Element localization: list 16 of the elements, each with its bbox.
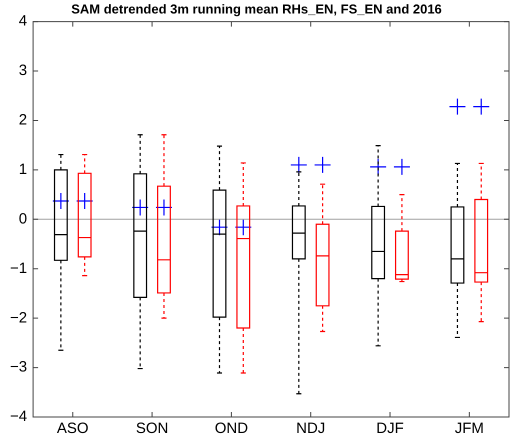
x-tick-label: NDJ bbox=[296, 420, 326, 438]
y-tick-label: −1 bbox=[10, 260, 28, 277]
y-tick-label: 1 bbox=[18, 161, 28, 178]
y-tick-label: −3 bbox=[10, 358, 28, 376]
x-tick-label: OND bbox=[214, 420, 248, 438]
x-tick-label: SON bbox=[136, 420, 168, 438]
x-tick-label: ASO bbox=[56, 420, 89, 438]
x-tick-label: DJF bbox=[376, 420, 404, 438]
chart-title: SAM detrended 3m running mean RHs_EN, FS_EN and 2016 bbox=[71, 1, 442, 16]
y-tick-label: 3 bbox=[18, 62, 28, 80]
y-tick-label: 0 bbox=[18, 210, 28, 228]
y-tick-label: −2 bbox=[10, 309, 28, 326]
x-tick-label: JFM bbox=[454, 420, 484, 438]
y-tick-label: −4 bbox=[10, 408, 28, 426]
y-tick-label: 4 bbox=[18, 12, 28, 30]
y-tick-label: 2 bbox=[18, 112, 28, 129]
